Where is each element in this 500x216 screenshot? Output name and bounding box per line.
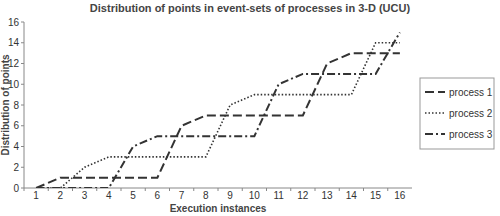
x-tick-label: 13: [322, 190, 334, 201]
legend-label: process 3: [449, 129, 493, 140]
x-tick: [387, 188, 388, 191]
y-tick-label: 8: [13, 100, 19, 111]
x-tick-label: 5: [130, 190, 136, 201]
x-tick: [218, 188, 219, 191]
x-tick: [121, 188, 122, 191]
y-axis-label: Distribution of points: [0, 54, 11, 156]
x-tick-label: 11: [273, 190, 284, 201]
x-tick: [169, 188, 170, 191]
chart: Distribution of points in event-sets of …: [0, 0, 500, 216]
x-tick: [48, 188, 49, 191]
series-line: [36, 32, 400, 188]
x-tick-label: 16: [394, 190, 406, 201]
x-tick: [266, 188, 267, 191]
y-tick-label: 0: [13, 183, 19, 194]
x-tick: [363, 188, 364, 191]
legend-label: process 1: [449, 87, 493, 98]
x-tick-label: 2: [58, 190, 64, 201]
y-axis: [24, 22, 25, 188]
legend-label: process 2: [449, 108, 493, 119]
plot-area: [36, 32, 400, 188]
legend-swatch: [425, 91, 445, 93]
y-tick-label: 6: [13, 120, 19, 131]
y-tick-label: 12: [8, 58, 20, 69]
y-tick-label: 16: [8, 17, 20, 28]
x-tick-label: 6: [155, 190, 161, 201]
x-tick: [242, 188, 243, 191]
legend-swatch: [425, 133, 445, 135]
x-tick: [72, 188, 73, 191]
legend-swatch: [425, 112, 445, 114]
x-tick: [315, 188, 316, 191]
series-line: [36, 43, 400, 188]
x-tick-label: 3: [82, 190, 88, 201]
x-tick-label: 15: [370, 190, 382, 201]
x-tick: [339, 188, 340, 191]
x-tick-label: 10: [249, 190, 261, 201]
x-tick-label: 14: [346, 190, 358, 201]
y-tick-label: 2: [13, 162, 19, 173]
x-tick-label: 9: [227, 190, 233, 201]
x-tick: [145, 188, 146, 191]
x-tick: [193, 188, 194, 191]
x-tick: [24, 188, 25, 191]
x-tick: [290, 188, 291, 191]
y-tick-label: 14: [8, 37, 20, 48]
x-tick-label: 4: [106, 190, 112, 201]
legend-box: [420, 78, 494, 149]
x-tick-label: 1: [33, 190, 39, 201]
x-tick-label: 8: [203, 190, 209, 201]
x-tick-label: 12: [297, 190, 309, 201]
x-tick-label: 7: [179, 190, 185, 201]
x-axis-label: Execution instances: [170, 203, 267, 214]
y-tick-label: 4: [13, 141, 19, 152]
x-tick: [96, 188, 97, 191]
y-tick-label: 10: [8, 79, 20, 90]
title: Distribution of points in event-sets of …: [90, 2, 411, 14]
